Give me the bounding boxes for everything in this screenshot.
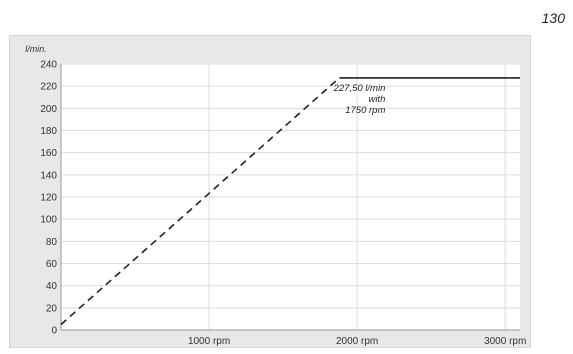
annotation-line: 227,50 l/min xyxy=(333,83,386,94)
y-axis-label: l/min. xyxy=(25,44,47,54)
page-number: 130 xyxy=(541,10,565,26)
labels: 0 20 40 60 80 100 120 140 160 180 200 220 240 1000 rp… xyxy=(40,60,526,348)
y-tick-label: 120 xyxy=(40,193,57,204)
y-tick-label: 240 xyxy=(40,60,57,71)
y-tick-label: 140 xyxy=(40,170,57,181)
y-tick-label: 0 xyxy=(51,326,57,337)
x-tick-label: 3000 rpm xyxy=(484,336,526,347)
x-tick-label: 2000 rpm xyxy=(336,336,378,347)
y-tick-label: 20 xyxy=(46,303,58,314)
y-tick-label: 100 xyxy=(40,215,57,226)
y-tick-label: 180 xyxy=(40,126,57,137)
y-tick-label: 60 xyxy=(46,259,58,270)
series xyxy=(60,77,520,326)
ramp-dashed-line xyxy=(60,77,340,326)
y-tick-label: 160 xyxy=(40,148,57,159)
axes xyxy=(60,64,520,331)
chart-panel: 0 20 40 60 80 100 120 140 160 180 200 220 240 1000 rp… xyxy=(9,35,531,348)
y-tick-label: 200 xyxy=(40,104,57,115)
annotation-line: with xyxy=(368,94,385,105)
x-tick-label: 1000 rpm xyxy=(188,336,230,347)
flow-rate-chart: 0 20 40 60 80 100 120 140 160 180 200 220 240 1000 rp… xyxy=(25,44,526,348)
y-tick-label: 220 xyxy=(40,82,57,93)
y-tick-label: 80 xyxy=(46,237,58,248)
grid xyxy=(61,63,520,331)
annotation-line: 1750 rpm xyxy=(345,105,385,116)
y-tick-label: 40 xyxy=(46,281,58,292)
